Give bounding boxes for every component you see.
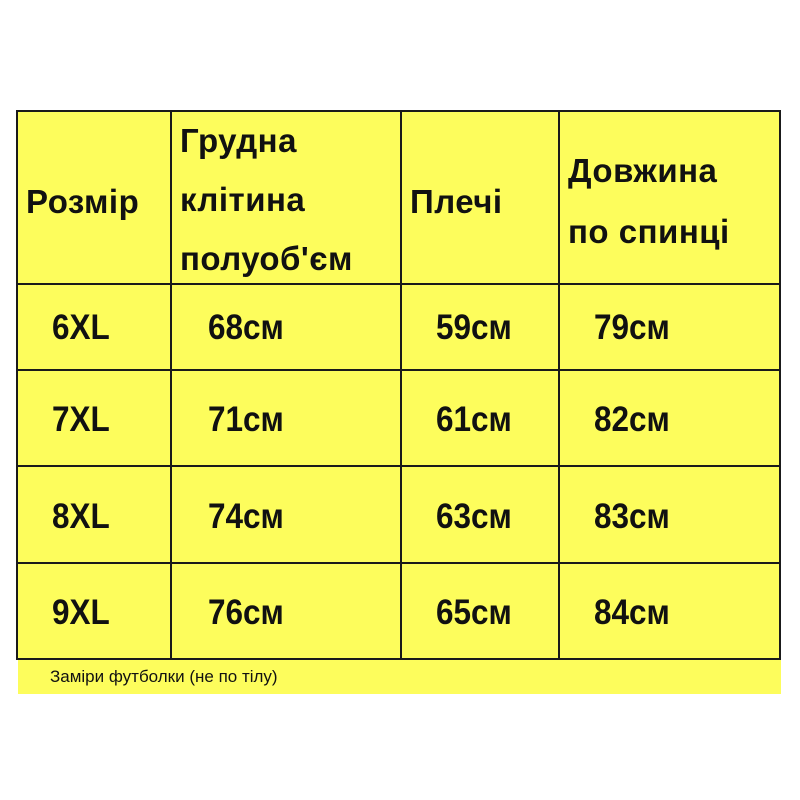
header-shoulders: Плечі: [410, 183, 503, 220]
row-divider: [18, 465, 779, 467]
cell-length: 83см: [594, 497, 670, 536]
cell-shoulders: 63см: [436, 497, 512, 536]
header-length-line2: по спинці: [568, 213, 730, 250]
header-chest-line3: полуоб'єм: [180, 240, 353, 277]
size-table: Розмір Грудна клітина полуоб'єм Плечі До…: [16, 110, 781, 660]
cell-shoulders: 59см: [436, 308, 512, 347]
header-size: Розмір: [26, 183, 140, 220]
header-chest-line1: Грудна: [180, 122, 297, 159]
cell-chest: 71см: [208, 400, 284, 439]
column-divider: [170, 112, 172, 658]
header-chest-line2: клітина: [180, 181, 306, 218]
cell-size: 6XL: [52, 308, 110, 347]
cell-length: 82см: [594, 400, 670, 439]
column-divider: [558, 112, 560, 658]
cell-size: 9XL: [52, 593, 110, 632]
row-divider: [18, 283, 779, 285]
column-divider: [400, 112, 402, 658]
cell-shoulders: 65см: [436, 593, 512, 632]
cell-size: 8XL: [52, 497, 110, 536]
cell-shoulders: 61см: [436, 400, 512, 439]
footnote-text: Заміри футболки (не по тілу): [50, 667, 278, 686]
cell-chest: 76см: [208, 593, 284, 632]
header-length-line1: Довжина: [568, 152, 718, 189]
footnote-bar: Заміри футболки (не по тілу): [18, 660, 781, 694]
cell-length: 84см: [594, 593, 670, 632]
cell-size: 7XL: [52, 400, 110, 439]
row-divider: [18, 369, 779, 371]
cell-length: 79см: [594, 308, 670, 347]
cell-chest: 68см: [208, 308, 284, 347]
row-divider: [18, 562, 779, 564]
cell-chest: 74см: [208, 497, 284, 536]
